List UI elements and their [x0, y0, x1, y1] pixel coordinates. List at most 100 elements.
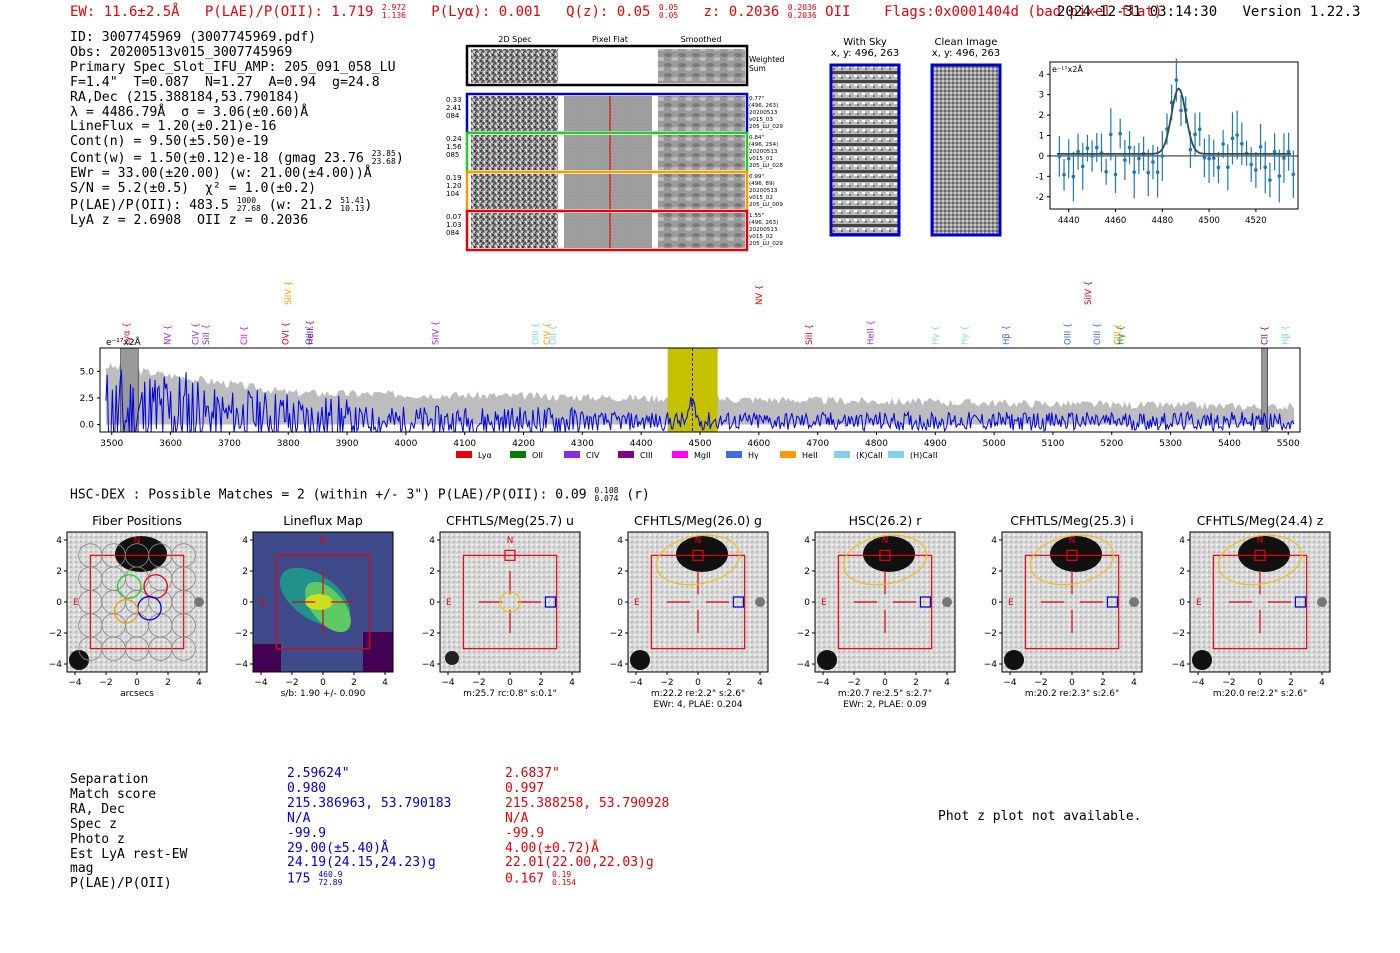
panel-xtick-label: −2	[1222, 678, 1235, 688]
spectrum-line-label: SiIV {	[431, 321, 441, 345]
fit-point	[1066, 156, 1071, 161]
stamp-row-left-label: 084	[446, 229, 460, 237]
spectrum-xtick-label: 4800	[865, 439, 888, 449]
info-plae-lo: 27.68	[236, 203, 261, 213]
panel-xtick-label: −2	[472, 678, 485, 688]
panel-title: CFHTLS/Meg(25.7) u	[446, 513, 574, 528]
legend-swatch	[672, 451, 688, 458]
panel-ytick-label: −4	[797, 660, 811, 670]
match-label: Spec z	[70, 816, 117, 832]
legend-label: MgII	[694, 451, 711, 460]
fit-point	[1235, 133, 1239, 137]
faint-source	[1317, 597, 1327, 607]
panel-ytick-label: 0	[1179, 598, 1185, 608]
fit-point	[1291, 172, 1296, 177]
fit-point	[1071, 174, 1076, 179]
fit-point	[1197, 127, 1202, 132]
hsc-band: (r)	[626, 487, 650, 503]
with-sky-image	[829, 63, 901, 237]
header-z-hi: 0.2036	[787, 3, 817, 12]
fit-point	[1272, 149, 1277, 154]
info-radec: RA,Dec (215.388184,53.790184)	[70, 89, 301, 105]
east-label: E	[1008, 598, 1014, 608]
spectrum-line	[105, 369, 1295, 434]
north-label: N	[695, 536, 702, 546]
aperture-box	[1024, 554, 1120, 650]
fit-point	[1062, 172, 1066, 177]
match-label: Photo z	[70, 831, 125, 847]
panel-ytick-label: 2	[56, 567, 62, 577]
panel-xtick-label: 0	[507, 678, 513, 688]
panel-xtick-label: 2	[351, 678, 357, 688]
neighbor-source	[69, 650, 89, 670]
match-value: -99.9	[505, 825, 545, 841]
info-lineflux: LineFlux = 1.20(±0.21)e-16	[70, 119, 277, 135]
header-qz: Q(z): 0.05	[566, 4, 651, 20]
match-label: RA, Dec	[70, 801, 125, 817]
image-panel: N E 4 2 0 −2 −4 −4 −2 0 2 4 s/b: 1.90 +/- 0.090	[235, 531, 394, 699]
col-2d-label: 2D Spec	[498, 35, 531, 44]
match-col1: 2.59624" 0.980 215.386963, 53.790183 N/A -99…	[287, 766, 451, 888]
image-panel: N E 4 2 0 −2 −4 −4 −2 0 2 4 m:20.0 re:2.2" s:2.6"	[1172, 531, 1331, 699]
aperture-ellipse	[1217, 534, 1303, 586]
photz-note: Phot z plot not available.	[938, 809, 1142, 824]
panel-xtick-label: 0	[695, 678, 701, 688]
spectrum-line-label: OIII {	[1064, 323, 1074, 345]
panel-ytick-label: 0	[242, 598, 248, 608]
spectrum-line-label: NV {	[755, 285, 765, 305]
faint-source	[1129, 597, 1139, 607]
fit-point	[1109, 132, 1113, 137]
spectrum-xtick-label: 4000	[394, 439, 417, 449]
match-label: Separation	[70, 772, 149, 787]
stamp-row-left-label: 0.33	[446, 96, 462, 104]
panel-xtick-label: 0	[882, 678, 888, 688]
panel-ytick-label: 4	[617, 536, 623, 546]
spectrum-line-label: Lyα {	[122, 322, 132, 345]
match-marker-red	[1066, 549, 1078, 561]
stamp-row-2d	[471, 213, 558, 248]
fit-ytick-label: 4	[1039, 70, 1044, 80]
legend-label: CIII	[640, 451, 653, 460]
fit-point	[1076, 149, 1080, 154]
panel-xtick-label: −4	[629, 678, 643, 688]
clean-title: Clean Image	[934, 37, 998, 48]
stamp-row-right-label: 20200513	[749, 149, 778, 155]
stamp-row-right-label: v015_03	[749, 117, 773, 123]
header-plae: P(LAE)/P(OII): 1.719	[204, 4, 374, 20]
panel-title: Fiber Positions	[92, 513, 182, 528]
aperture-box	[837, 554, 933, 650]
aperture-box	[462, 554, 558, 650]
fit-point	[1113, 172, 1118, 177]
panel-ytick-label: 4	[429, 536, 435, 546]
spectrum-ytick-label: 2.5	[80, 394, 94, 404]
stamp-row-2d	[471, 135, 558, 170]
panel-caption: arcsecs	[120, 689, 154, 699]
fit-point	[1193, 132, 1197, 137]
panel-caption: m:25.7 rc:0.8" s:0.1"	[463, 689, 557, 699]
fit-xtick-label: 4520	[1245, 216, 1267, 226]
panel-ytick-label: −2	[235, 629, 248, 639]
spectrum-line-label: Hγ {	[961, 325, 971, 345]
header-plae-lo: 1.136	[381, 11, 406, 20]
info-plae-hi: 1000	[236, 195, 257, 205]
panel-title: Lineflux Map	[283, 513, 363, 528]
fit-ytick-label: -1	[1036, 172, 1044, 182]
fit-point	[1202, 155, 1207, 160]
stamp-row-2d	[471, 174, 558, 209]
panel-xtick-label: −4	[254, 678, 268, 688]
stamp-row-left-label: 104	[446, 190, 460, 198]
info-lambda: λ = 4486.79Å σ = 3.06(±0.60)Å	[70, 104, 309, 120]
stamp-row-left-label: 1.03	[446, 221, 462, 229]
spectrum-line-label: OIII {	[531, 323, 541, 345]
panel-xtick-label: −2	[847, 678, 860, 688]
aperture-ellipse	[655, 534, 741, 586]
legend-label: CIV	[586, 451, 600, 460]
spectrum-line-label: SiII {	[805, 324, 815, 345]
lineflux-peak	[305, 594, 333, 610]
match-value: 4.00(±0.72)Å	[505, 840, 599, 856]
info-contw-hi: 23.85	[371, 149, 396, 159]
info-fit: F=1.4" T=0.087 N=1.27 A=0.94 g=24.8	[70, 74, 380, 90]
header-version: Version 1.22.3	[1242, 4, 1361, 20]
stamp-row-right-label: v015_02	[749, 195, 773, 201]
fit-point	[1137, 156, 1141, 161]
